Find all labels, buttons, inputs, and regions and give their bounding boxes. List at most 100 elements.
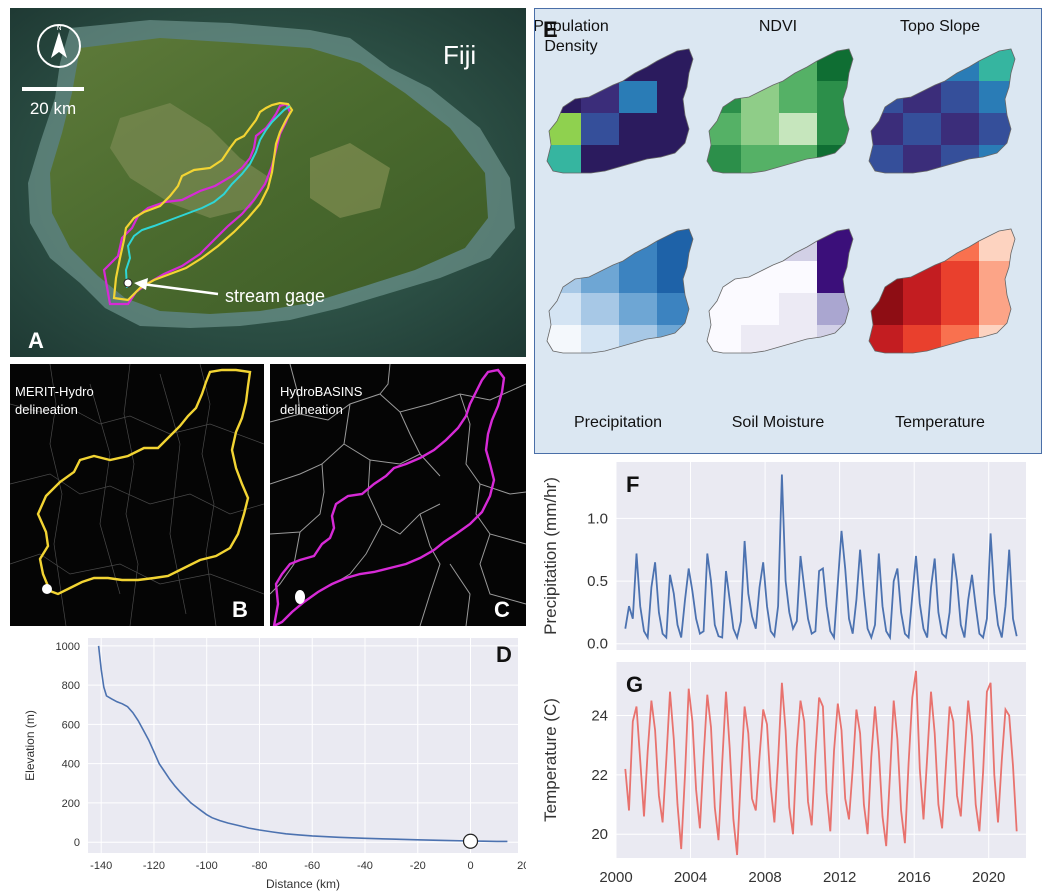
- xtick-label-d: -40: [357, 860, 373, 872]
- panel-e-feature-maps: E Population Density NDVI Topo Slope Precipi…: [534, 8, 1042, 454]
- map-cell: [581, 145, 619, 173]
- feature-map-cells-3: [869, 49, 1015, 173]
- map-cell: [869, 293, 903, 325]
- map-cell: [979, 49, 1015, 81]
- panel-a-svg: N 20 km Fiji stream gage A: [10, 8, 526, 357]
- map-cell: [619, 113, 657, 145]
- map-cell: [779, 293, 817, 325]
- map-cell: [979, 229, 1015, 261]
- xtick-label-d: -120: [143, 860, 165, 872]
- xtick-label-g: 2016: [897, 869, 930, 886]
- map-cell: [979, 145, 1015, 173]
- ytick-label-d: 0: [74, 837, 80, 849]
- map-cell: [941, 293, 979, 325]
- plot-area-g: [616, 662, 1026, 858]
- map-cell: [941, 145, 979, 173]
- ytick-label-f: 1.0: [587, 510, 608, 527]
- map-outline: [868, 48, 1016, 174]
- elevation-series-line: [97, 645, 508, 843]
- map-cell: [941, 325, 979, 353]
- panel-d-elevation-chart: -140-120-100-80-60-40-200200200400600800…: [10, 630, 526, 893]
- xtick-label-g: 2020: [972, 869, 1005, 886]
- map-label-line1-5: Soil Moisture: [732, 414, 825, 431]
- map-cell: [903, 49, 941, 81]
- map-cell: [547, 229, 581, 261]
- compass-label: N: [56, 25, 61, 32]
- map-cell: [979, 81, 1015, 113]
- highland-texture: [110, 103, 270, 218]
- map-cell: [547, 325, 581, 353]
- panel-c-title-line2: delineation: [280, 402, 343, 417]
- map-cell: [869, 81, 903, 113]
- map-label-line1-6: Temperature: [895, 414, 985, 431]
- temperature-series-line: [624, 670, 1018, 856]
- map-outline: [546, 228, 694, 354]
- map-cell: [903, 145, 941, 173]
- xtick-label-g: 2004: [674, 869, 707, 886]
- map-cell: [547, 81, 581, 113]
- map-outline: [546, 48, 694, 174]
- map-cell: [619, 261, 657, 293]
- panel-g-letter: G: [626, 672, 643, 697]
- map-cell: [619, 229, 657, 261]
- map-cell: [779, 325, 817, 353]
- map-cell: [547, 145, 581, 173]
- map-cell: [869, 261, 903, 293]
- map-cell: [903, 113, 941, 145]
- map-outline: [706, 228, 854, 354]
- stream-gage-marker: [123, 278, 133, 288]
- map-cell: [741, 229, 779, 261]
- map-cell: [817, 229, 853, 261]
- feature-map-grid: Population Density NDVI Topo Slope Precipita…: [535, 18, 1016, 431]
- map-cell: [941, 49, 979, 81]
- gage-marker-d: [462, 833, 479, 849]
- map-cell: [581, 113, 619, 145]
- ylabel-d: Elevation (m): [23, 710, 37, 781]
- xtick-label-d: -60: [304, 860, 320, 872]
- map-cell: [779, 113, 817, 145]
- hydrobasins-outline-a: [102, 102, 292, 306]
- merit-outline-a: [112, 101, 294, 302]
- map-cell: [941, 229, 979, 261]
- timeseries-svg: 0.0 0.5 1.0 Precipitation (mm/hr) F 20 22 24 200…: [541, 462, 1026, 886]
- panel-fg-timeseries: 0.0 0.5 1.0 Precipitation (mm/hr) F 20 22 24 200…: [534, 458, 1046, 893]
- merit-watershed-outline: [36, 368, 252, 596]
- xtick-label-g: 2008: [748, 869, 781, 886]
- xtick-label-g: 2000: [599, 869, 632, 886]
- map-cell: [657, 229, 693, 261]
- feature-map-cells-6: [869, 229, 1015, 353]
- map-cell: [657, 49, 693, 81]
- map-cell: [707, 113, 741, 145]
- xtick-label-g: 2012: [823, 869, 856, 886]
- ytick-label-d: 400: [62, 759, 80, 771]
- map-cell: [581, 229, 619, 261]
- ytick-label-g: 22: [591, 767, 608, 784]
- xtick-label-d: -20: [410, 860, 426, 872]
- map-cell: [619, 293, 657, 325]
- map-cell: [581, 325, 619, 353]
- map-label-line1-3: Topo Slope: [900, 18, 980, 35]
- map-cell: [941, 261, 979, 293]
- map-cell: [707, 81, 741, 113]
- map-label-line1-4: Precipitation: [574, 414, 662, 431]
- panel-a-letter: A: [28, 328, 44, 353]
- place-label: Fiji: [443, 40, 476, 70]
- feature-map-cells-2: [707, 49, 853, 173]
- map-cell: [817, 81, 853, 113]
- highland-texture-2: [310, 143, 390, 218]
- feature-map-3: [868, 48, 1016, 174]
- map-cell: [707, 293, 741, 325]
- feature-map-cells-5: [707, 229, 853, 353]
- basin-boundaries-c: [270, 364, 526, 626]
- map-cell: [979, 261, 1015, 293]
- map-cell: [657, 261, 693, 293]
- ytick-label-d: 1000: [56, 641, 80, 653]
- xtick-label-d: -80: [252, 860, 268, 872]
- map-outline: [706, 48, 854, 174]
- xtick-label-d: 0: [467, 860, 473, 872]
- feature-map-4: [546, 228, 694, 354]
- panel-c-svg: HydroBASINS delineation C: [270, 364, 526, 626]
- panel-b-title-line2: delineation: [15, 402, 78, 417]
- map-cell: [619, 49, 657, 81]
- ylabel-g: Temperature (C): [541, 698, 560, 822]
